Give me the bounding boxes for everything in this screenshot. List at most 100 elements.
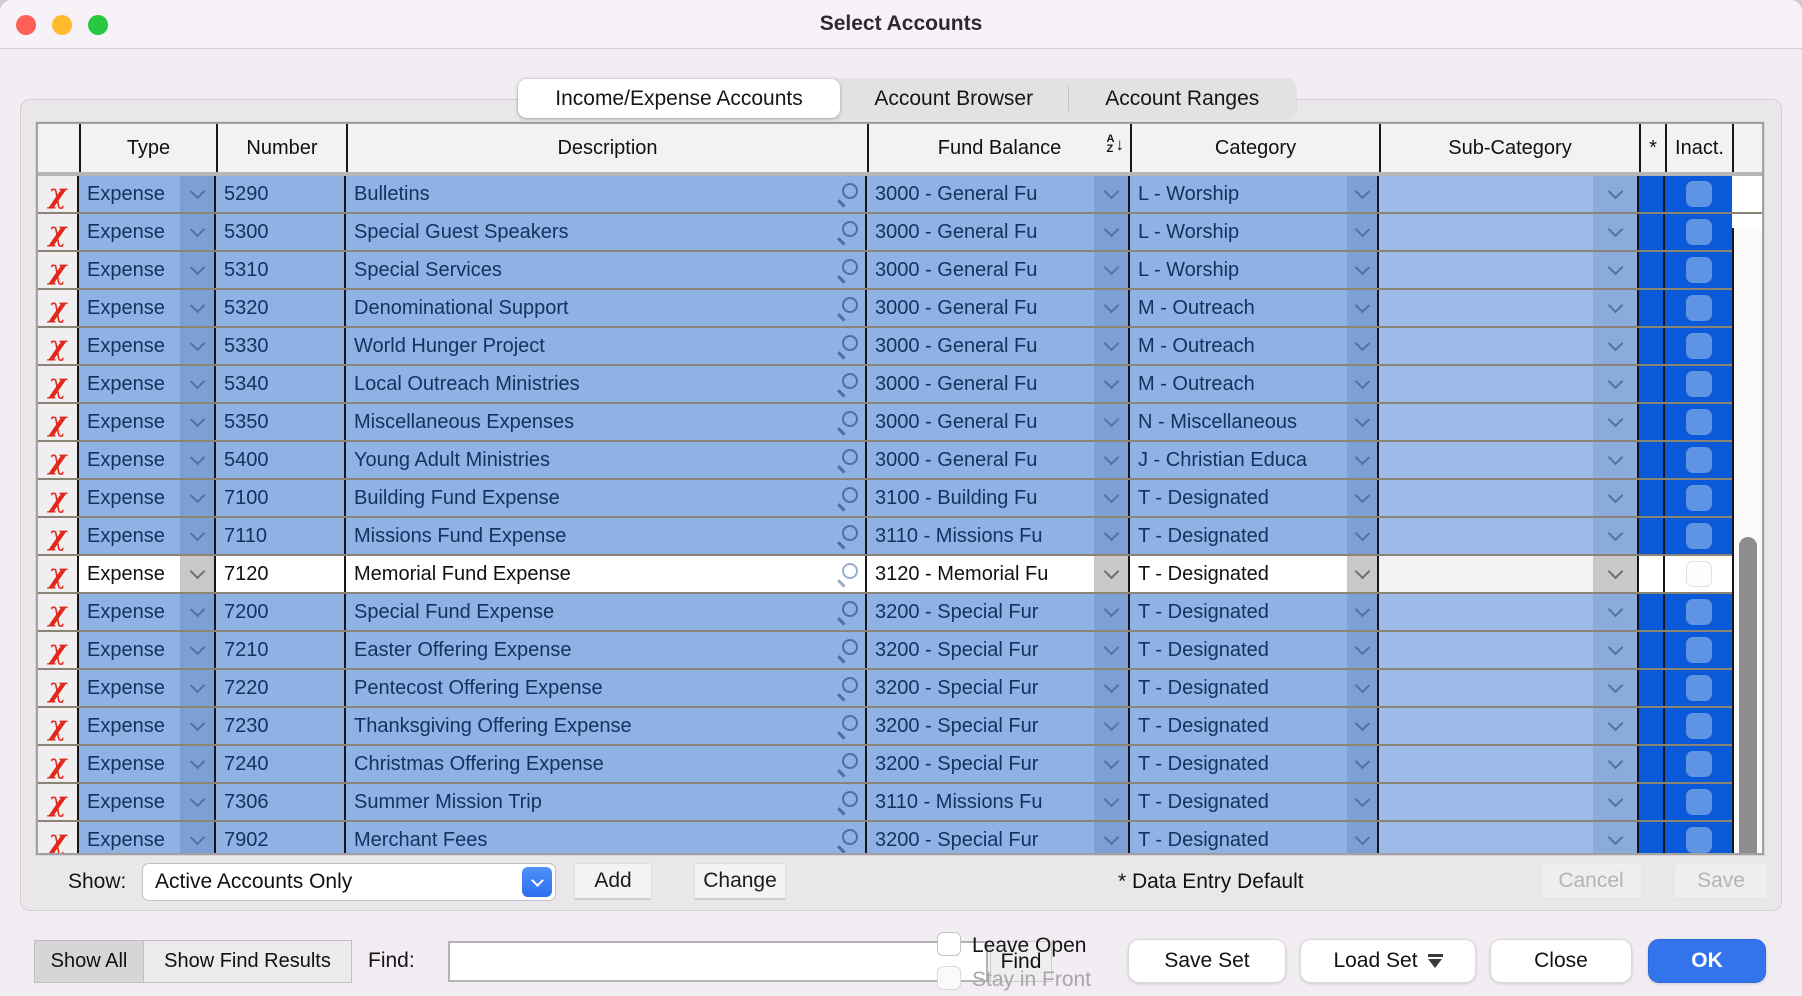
search-icon[interactable] xyxy=(836,524,860,548)
type-dropdown[interactable]: Expense xyxy=(79,404,216,440)
category-dropdown[interactable]: M - Outreach xyxy=(1130,290,1379,326)
fund-balance-dropdown[interactable]: 3000 - General Fu xyxy=(867,290,1130,326)
type-dropdown[interactable]: Expense xyxy=(79,518,216,554)
inactive-checkbox[interactable] xyxy=(1685,333,1712,359)
save-button[interactable]: Save xyxy=(1674,863,1768,900)
data-entry-default-cell[interactable] xyxy=(1639,632,1665,668)
description-cell[interactable]: Memorial Fund Expense xyxy=(346,556,867,592)
table-row[interactable]: χ Expense 5320 Denominational Support 3000 -… xyxy=(38,290,1762,328)
category-dropdown[interactable]: M - Outreach xyxy=(1130,366,1379,402)
number-cell[interactable]: 7210 xyxy=(216,632,346,668)
delete-account-icon[interactable]: χ xyxy=(48,520,67,552)
find-button[interactable]: Find xyxy=(990,941,1052,982)
sub-category-dropdown[interactable] xyxy=(1379,214,1639,250)
number-cell[interactable]: 7220 xyxy=(216,670,346,706)
data-entry-default-cell[interactable] xyxy=(1639,784,1665,820)
delete-account-icon[interactable]: χ xyxy=(48,634,67,666)
category-dropdown[interactable]: T - Designated xyxy=(1130,746,1379,782)
delete-account-icon[interactable]: χ xyxy=(48,330,67,362)
category-dropdown[interactable]: T - Designated xyxy=(1130,518,1379,554)
change-button[interactable]: Change xyxy=(694,863,786,900)
type-dropdown[interactable]: Expense xyxy=(79,632,216,668)
tab-income-expense-accounts[interactable]: Income/Expense Accounts xyxy=(518,79,840,118)
sub-category-dropdown[interactable] xyxy=(1379,252,1639,288)
type-dropdown[interactable]: Expense xyxy=(79,784,216,820)
table-row[interactable]: χ Expense 7200 Special Fund Expense 3200 - S… xyxy=(38,594,1762,632)
number-cell[interactable]: 5340 xyxy=(216,366,346,402)
number-cell[interactable]: 7200 xyxy=(216,594,346,630)
delete-account-icon[interactable]: χ xyxy=(48,178,67,210)
number-cell[interactable]: 5350 xyxy=(216,404,346,440)
category-dropdown[interactable]: T - Designated xyxy=(1130,556,1379,592)
table-row[interactable]: χ Expense 7120 Memorial Fund Expense 3120 - … xyxy=(38,556,1762,594)
description-cell[interactable]: Missions Fund Expense xyxy=(346,518,867,554)
table-row[interactable]: χ Expense 7306 Summer Mission Trip 3110 - Mi… xyxy=(38,784,1762,822)
sub-category-dropdown[interactable] xyxy=(1379,366,1639,402)
delete-account-icon[interactable]: χ xyxy=(48,368,67,400)
search-icon[interactable] xyxy=(836,372,860,396)
sub-category-dropdown[interactable] xyxy=(1379,822,1639,853)
inactive-checkbox[interactable] xyxy=(1685,409,1712,435)
search-icon[interactable] xyxy=(836,448,860,472)
search-icon[interactable] xyxy=(836,296,860,320)
sub-category-dropdown[interactable] xyxy=(1379,670,1639,706)
delete-account-icon[interactable]: χ xyxy=(48,216,67,248)
fund-balance-dropdown[interactable]: 3100 - Building Fu xyxy=(867,480,1130,516)
stay-in-front-checkbox[interactable] xyxy=(937,966,961,990)
search-icon[interactable] xyxy=(836,600,860,624)
fund-balance-dropdown[interactable]: 3200 - Special Fur xyxy=(867,632,1130,668)
type-dropdown[interactable]: Expense xyxy=(79,366,216,402)
type-dropdown[interactable]: Expense xyxy=(79,176,216,212)
search-icon[interactable] xyxy=(836,638,860,662)
sort-icon[interactable]: A Z ↓ xyxy=(1106,133,1124,155)
inactive-checkbox[interactable] xyxy=(1685,561,1712,587)
table-row[interactable]: χ Expense 7240 Christmas Offering Expense 32… xyxy=(38,746,1762,784)
number-cell[interactable]: 7902 xyxy=(216,822,346,853)
category-dropdown[interactable]: T - Designated xyxy=(1130,784,1379,820)
sub-category-dropdown[interactable] xyxy=(1379,176,1639,212)
scrollbar-thumb[interactable] xyxy=(1739,537,1757,853)
category-dropdown[interactable]: T - Designated xyxy=(1130,632,1379,668)
show-find-results-button[interactable]: Show Find Results xyxy=(144,940,352,983)
number-cell[interactable]: 7110 xyxy=(216,518,346,554)
table-row[interactable]: χ Expense 7210 Easter Offering Expense 3200 … xyxy=(38,632,1762,670)
data-entry-default-cell[interactable] xyxy=(1639,252,1665,288)
header-inactive[interactable]: Inact. xyxy=(1665,124,1732,172)
category-dropdown[interactable]: L - Worship xyxy=(1130,214,1379,250)
sub-category-dropdown[interactable] xyxy=(1379,556,1639,592)
description-cell[interactable]: Denominational Support xyxy=(346,290,867,326)
description-cell[interactable]: Thanksgiving Offering Expense xyxy=(346,708,867,744)
number-cell[interactable]: 7240 xyxy=(216,746,346,782)
search-icon[interactable] xyxy=(836,828,860,852)
header-category[interactable]: Category xyxy=(1130,124,1379,172)
description-cell[interactable]: Easter Offering Expense xyxy=(346,632,867,668)
delete-account-icon[interactable]: χ xyxy=(48,596,67,628)
data-entry-default-cell[interactable] xyxy=(1639,708,1665,744)
find-input[interactable] xyxy=(448,941,988,982)
number-cell[interactable]: 5300 xyxy=(216,214,346,250)
table-row[interactable]: χ Expense 5400 Young Adult Ministries 3000 -… xyxy=(38,442,1762,480)
number-cell[interactable]: 7306 xyxy=(216,784,346,820)
delete-account-icon[interactable]: χ xyxy=(48,748,67,780)
table-row[interactable]: χ Expense 7902 Merchant Fees 3200 - Special … xyxy=(38,822,1762,853)
table-row[interactable]: χ Expense 5310 Special Services 3000 - Gener… xyxy=(38,252,1762,290)
fund-balance-dropdown[interactable]: 3200 - Special Fur xyxy=(867,708,1130,744)
fund-balance-dropdown[interactable]: 3200 - Special Fur xyxy=(867,594,1130,630)
data-entry-default-cell[interactable] xyxy=(1639,670,1665,706)
type-dropdown[interactable]: Expense xyxy=(79,328,216,364)
inactive-checkbox[interactable] xyxy=(1685,523,1712,549)
category-dropdown[interactable]: N - Miscellaneous xyxy=(1130,404,1379,440)
description-cell[interactable]: Special Fund Expense xyxy=(346,594,867,630)
header-description[interactable]: Description xyxy=(346,124,867,172)
search-icon[interactable] xyxy=(836,562,860,586)
load-set-button[interactable]: Load Set xyxy=(1300,939,1476,983)
leave-open-checkbox[interactable] xyxy=(937,932,961,956)
description-cell[interactable]: Merchant Fees xyxy=(346,822,867,853)
number-cell[interactable]: 5400 xyxy=(216,442,346,478)
inactive-checkbox[interactable] xyxy=(1685,295,1712,321)
table-row[interactable]: χ Expense 7220 Pentecost Offering Expense 32… xyxy=(38,670,1762,708)
category-dropdown[interactable]: T - Designated xyxy=(1130,822,1379,853)
table-row[interactable]: χ Expense 7110 Missions Fund Expense 3110 - … xyxy=(38,518,1762,556)
description-cell[interactable]: World Hunger Project xyxy=(346,328,867,364)
search-icon[interactable] xyxy=(836,714,860,738)
